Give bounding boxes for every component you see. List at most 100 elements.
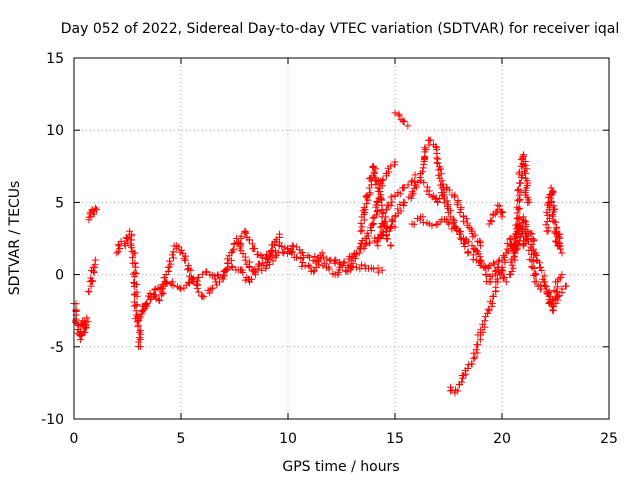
data-point	[468, 227, 476, 235]
data-point	[89, 210, 97, 218]
data-point	[541, 278, 549, 286]
data-point	[151, 285, 159, 293]
data-point	[181, 256, 189, 264]
data-point	[365, 239, 373, 247]
data-point	[549, 206, 557, 214]
marker-trail	[139, 238, 382, 310]
data-point	[515, 220, 523, 228]
data-point	[87, 282, 95, 290]
data-point	[284, 245, 292, 253]
series-track-7	[237, 227, 284, 261]
data-point	[327, 256, 335, 264]
data-point	[91, 256, 99, 264]
data-point	[494, 201, 502, 209]
marker-trail	[85, 261, 99, 295]
data-point	[271, 237, 279, 245]
data-point	[387, 162, 395, 170]
data-point	[391, 109, 399, 117]
data-point	[74, 325, 82, 333]
series-track-13	[408, 213, 510, 286]
data-point	[442, 216, 450, 224]
data-point	[511, 256, 519, 264]
data-point	[85, 288, 93, 296]
data-point	[387, 242, 395, 250]
data-point	[168, 278, 176, 286]
data-point	[147, 292, 155, 300]
data-point	[203, 268, 211, 276]
series-track-8	[344, 158, 399, 272]
data-point	[451, 389, 459, 397]
data-point	[173, 242, 181, 250]
data-point	[417, 170, 425, 178]
data-point	[370, 265, 378, 273]
data-point	[83, 314, 91, 322]
x-tick-label: 20	[493, 431, 511, 447]
data-point	[517, 162, 525, 170]
data-point	[404, 122, 412, 130]
data-point	[241, 227, 249, 235]
data-point	[522, 170, 530, 178]
data-point	[310, 268, 318, 276]
data-point	[361, 262, 369, 270]
x-tick-label: 0	[70, 431, 79, 447]
data-point	[477, 328, 485, 336]
data-point	[76, 336, 84, 344]
x-tick-label: 25	[600, 431, 618, 447]
marker-trail	[71, 300, 92, 340]
data-point	[177, 285, 185, 293]
data-point	[408, 177, 416, 185]
data-point	[545, 198, 553, 206]
data-point	[549, 299, 557, 307]
series-track-3	[85, 256, 99, 296]
data-point	[464, 249, 472, 257]
data-point	[365, 184, 373, 192]
data-point	[417, 177, 425, 185]
data-point	[468, 242, 476, 250]
data-point	[459, 213, 467, 221]
data-point	[532, 256, 540, 264]
data-point	[207, 285, 215, 293]
data-point	[459, 235, 467, 242]
data-point	[455, 380, 463, 388]
x-axis-label: GPS time / hours	[282, 459, 399, 475]
data-point	[552, 227, 559, 235]
data-point	[400, 184, 408, 192]
data-point	[558, 271, 566, 279]
data-point	[134, 317, 142, 325]
data-point	[489, 210, 497, 218]
data-point	[425, 220, 433, 228]
data-point	[498, 263, 506, 271]
data-point	[451, 224, 459, 232]
data-point	[524, 227, 532, 235]
data-point	[532, 278, 540, 286]
data-point	[421, 148, 429, 156]
series-track-4	[113, 227, 145, 351]
data-point	[211, 275, 219, 283]
data-point	[186, 279, 194, 287]
data-point	[562, 282, 570, 290]
data-point	[237, 266, 245, 274]
data-point	[556, 230, 564, 238]
series-track-19	[542, 184, 566, 257]
data-point	[370, 162, 378, 170]
data-point	[126, 227, 134, 235]
data-point	[258, 253, 266, 261]
data-point	[344, 263, 352, 271]
data-point	[263, 262, 271, 270]
data-point	[489, 259, 497, 267]
series-track-10	[373, 136, 506, 272]
data-point	[216, 278, 224, 286]
series-track-12	[391, 109, 412, 130]
data-point	[451, 191, 459, 199]
y-tick-label: 10	[46, 123, 64, 139]
data-point	[400, 118, 408, 126]
data-point	[121, 242, 129, 250]
data-points	[70, 109, 570, 397]
data-point	[554, 278, 562, 286]
data-point	[136, 343, 144, 351]
marker-trail	[114, 230, 145, 350]
data-point	[549, 307, 557, 315]
data-point	[382, 235, 390, 242]
data-point	[117, 237, 125, 245]
marker-trail	[135, 222, 396, 323]
